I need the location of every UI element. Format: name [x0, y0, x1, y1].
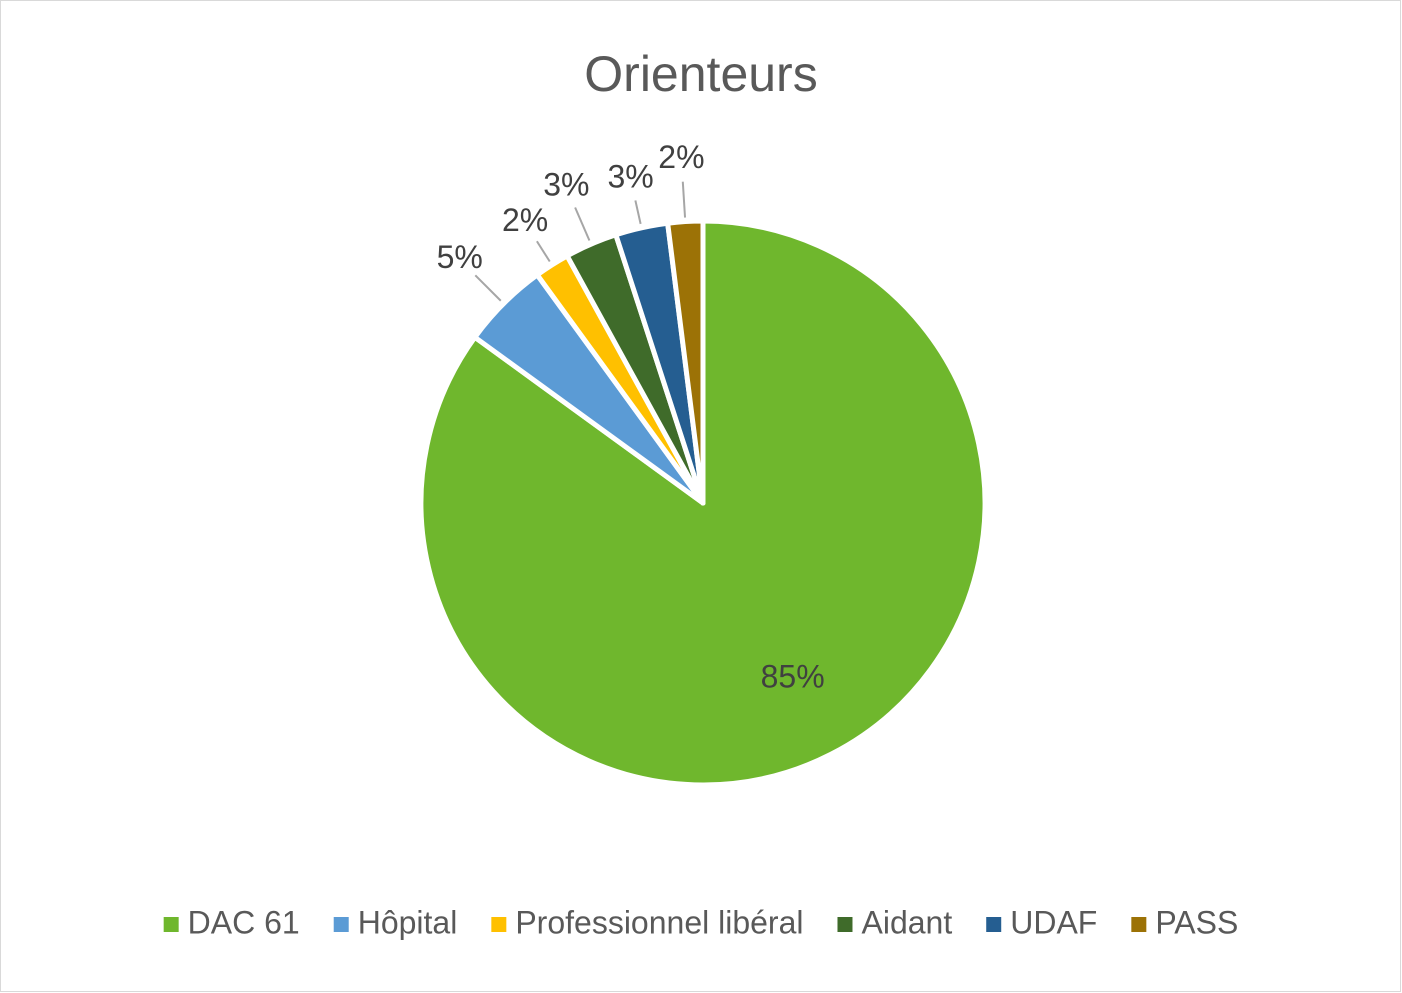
legend-label: Hôpital [358, 904, 458, 940]
leader-line [536, 240, 551, 263]
data-label: 85% [761, 658, 825, 694]
legend-swatch [837, 917, 853, 932]
legend-label: Professionnel libéral [515, 904, 803, 940]
data-label: 2% [502, 202, 548, 238]
leader-line [474, 274, 502, 302]
legend-swatch [1131, 917, 1147, 932]
data-label: 5% [437, 239, 483, 275]
legend-label: DAC 61 [188, 904, 300, 940]
leader-line [574, 207, 591, 241]
data-label: 2% [658, 139, 704, 175]
legend: DAC 61 Hôpital Professionnel libéral Aidant… [163, 904, 1238, 940]
chart-title: Orienteurs [584, 46, 817, 102]
legend-swatch [163, 917, 179, 932]
leader-line [681, 181, 687, 218]
legend-swatch [986, 917, 1002, 932]
data-label: 3% [543, 167, 589, 203]
legend-label: UDAF [1010, 904, 1097, 940]
pie-slice [665, 218, 706, 506]
legend-swatch [491, 917, 507, 932]
leader-line [634, 200, 642, 225]
legend-swatch [333, 917, 349, 932]
data-label: 3% [607, 158, 653, 194]
legend-label: PASS [1155, 904, 1238, 940]
legend-label: Aidant [861, 904, 952, 940]
